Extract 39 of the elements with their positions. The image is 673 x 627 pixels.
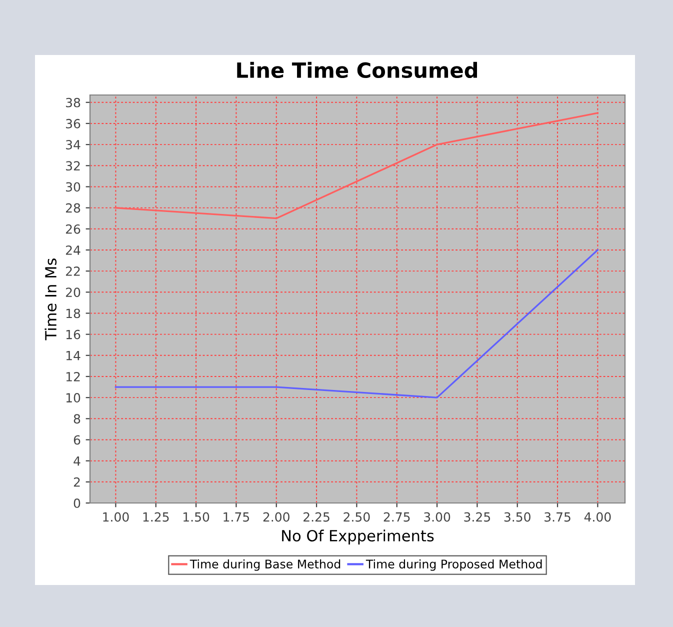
x-axis-title: No Of Expperiments bbox=[282, 530, 434, 544]
y-tick-label: 32 bbox=[66, 161, 80, 171]
y-tick-label: 30 bbox=[66, 182, 80, 192]
x-tick-label: 3.00 bbox=[424, 512, 450, 522]
y-tick-label: 20 bbox=[66, 288, 80, 298]
x-tick-label: 1.75 bbox=[224, 512, 250, 522]
y-tick-label: 24 bbox=[66, 245, 80, 255]
x-tick-label: 4.00 bbox=[584, 512, 611, 522]
y-tick-label: 12 bbox=[66, 372, 80, 382]
x-tick-label: 2.25 bbox=[304, 512, 330, 522]
x-tick-label: 2.50 bbox=[344, 512, 370, 522]
y-tick-label: 6 bbox=[74, 435, 80, 445]
legend-label: Time during Proposed Method bbox=[366, 559, 542, 571]
x-tick-label: 3.75 bbox=[544, 512, 570, 522]
y-tick-label: 2 bbox=[74, 477, 80, 487]
y-tick-label: 18 bbox=[66, 308, 80, 318]
y-tick-label: 28 bbox=[66, 203, 80, 213]
x-tick-label: 3.50 bbox=[504, 512, 530, 522]
y-tick-label: 10 bbox=[66, 393, 80, 402]
y-tick-label: 36 bbox=[66, 118, 80, 128]
y-tick-label: 38 bbox=[66, 98, 80, 108]
x-tick-label: 2.75 bbox=[384, 512, 410, 522]
chart-title: Line Time Consumed bbox=[237, 62, 477, 78]
x-tick-label: 1.50 bbox=[183, 512, 210, 522]
y-axis-title: Time In Ms bbox=[44, 258, 57, 340]
y-tick-label: 22 bbox=[66, 266, 80, 276]
y-tick-label: 0 bbox=[74, 498, 80, 508]
x-tick-label: 1.25 bbox=[143, 512, 169, 522]
y-tick-label: 14 bbox=[66, 351, 80, 360]
y-tick-label: 8 bbox=[74, 414, 80, 424]
y-tick-label: 16 bbox=[66, 330, 80, 340]
legend-label: Time during Base Method bbox=[190, 559, 340, 571]
y-tick-label: 4 bbox=[74, 456, 80, 466]
x-tick-label: 2.00 bbox=[263, 512, 290, 522]
x-tick-label: 1.00 bbox=[103, 512, 129, 522]
y-tick-label: 34 bbox=[66, 140, 80, 150]
x-tick-label: 3.25 bbox=[464, 512, 490, 522]
y-tick-label: 26 bbox=[66, 224, 80, 234]
line-series bbox=[114, 112, 599, 220]
